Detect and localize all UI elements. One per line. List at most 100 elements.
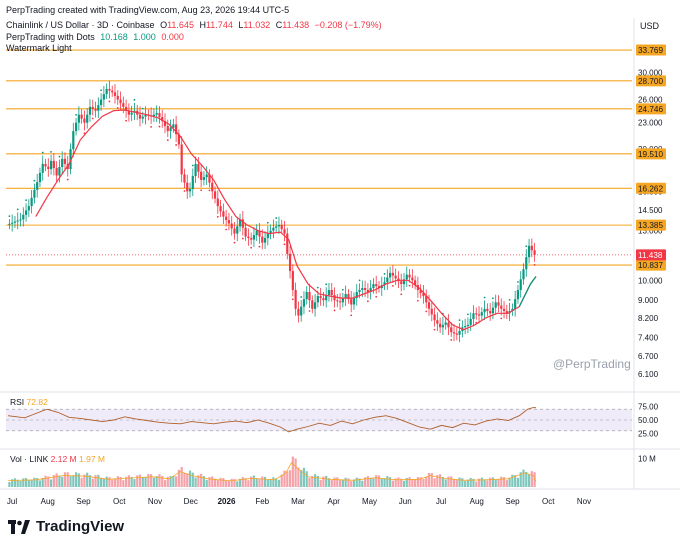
- candle-body: [177, 134, 181, 145]
- candle-body: [105, 88, 108, 95]
- candle-body: [327, 289, 331, 296]
- volume-value-1: 2.12 M: [50, 454, 77, 464]
- ohlc-low-label: L: [238, 20, 244, 30]
- volume-bar: [86, 472, 89, 487]
- candle-body: [455, 333, 458, 335]
- signal-dot: [266, 221, 269, 224]
- volume-bar: [152, 477, 155, 487]
- volume-bar: [233, 479, 236, 487]
- candle-body: [52, 160, 55, 169]
- volume-bar: [69, 476, 72, 487]
- level-label-box: [636, 182, 666, 194]
- indicator1-row[interactable]: PerpTrading with Dots 10.168 1.000 0.000: [6, 32, 187, 42]
- candle-body: [483, 308, 486, 313]
- candle-body: [439, 323, 442, 328]
- volume-bar: [255, 478, 258, 487]
- signal-dot: [341, 288, 344, 291]
- candle-body: [466, 324, 470, 327]
- candle-body: [30, 197, 33, 207]
- volume-bar: [130, 476, 133, 487]
- signal-dot: [150, 125, 153, 128]
- candle-body: [269, 230, 272, 234]
- candle-body: [69, 149, 72, 170]
- volume-legend[interactable]: Vol · LINK 2.12 M 1.97 M: [10, 454, 105, 464]
- volume-bar: [425, 476, 428, 487]
- candle-body: [311, 300, 314, 309]
- volume-bar: [108, 477, 111, 487]
- volume-bar: [341, 479, 344, 487]
- volume-bar: [13, 478, 17, 487]
- volume-bar: [361, 480, 364, 487]
- volume-bar: [122, 480, 125, 487]
- volume-bar: [241, 477, 244, 487]
- candle-body: [175, 124, 178, 135]
- candle-body: [411, 277, 414, 281]
- volume-bar: [272, 477, 275, 487]
- volume-bar: [286, 471, 289, 487]
- volume-bar: [97, 474, 100, 487]
- signal-dot: [108, 100, 111, 103]
- tradingview-logo-text: TradingView: [36, 518, 125, 535]
- candle-body: [186, 182, 189, 192]
- level-label-box: [636, 103, 666, 115]
- candle-body: [363, 288, 367, 290]
- created-by-text: PerpTrading created with TradingView.com…: [6, 5, 290, 15]
- volume-bar: [99, 477, 103, 487]
- volume-bar: [19, 480, 22, 487]
- volume-bar: [464, 481, 467, 487]
- volume-bar: [338, 479, 342, 487]
- candle-body: [44, 163, 47, 167]
- current-price-label: 11.438: [638, 251, 663, 260]
- price-tick-label: 6.100: [638, 370, 659, 379]
- candle-body: [111, 90, 114, 93]
- candle-body: [391, 272, 394, 276]
- signal-dot: [366, 300, 369, 303]
- indicator2-row[interactable]: Watermark Light: [6, 43, 75, 53]
- candle-body: [316, 296, 319, 303]
- tradingview-logo[interactable]: TradingView: [8, 518, 124, 535]
- volume-bar: [252, 475, 256, 487]
- volume-bar: [275, 478, 278, 487]
- signal-dot: [350, 314, 353, 317]
- volume-bar: [313, 474, 317, 487]
- candle-body: [113, 92, 117, 96]
- volume-bar: [347, 478, 350, 487]
- signal-dot: [66, 178, 69, 181]
- volume-bar: [230, 478, 233, 487]
- level-label-box: [636, 148, 666, 160]
- rsi-legend[interactable]: RSI 72.82: [10, 397, 48, 407]
- level-label-box: [636, 219, 666, 231]
- candle-body: [208, 174, 211, 183]
- candle-body: [383, 282, 386, 286]
- volume-bar: [150, 474, 153, 487]
- volume-bar: [138, 474, 142, 487]
- volume-bar: [66, 472, 69, 487]
- volume-bar: [63, 472, 67, 487]
- candle-body: [302, 299, 306, 307]
- candle-body: [27, 206, 30, 211]
- volume-bar: [327, 478, 331, 487]
- candle-body: [344, 294, 347, 299]
- candle-body: [191, 176, 194, 190]
- volume-bar: [91, 478, 94, 487]
- candle-body: [358, 289, 361, 293]
- symbol-name[interactable]: Chainlink / US Dollar · 3D · Coinbase: [6, 20, 155, 30]
- volume-bar: [194, 477, 197, 487]
- price-tick-label: 7.400: [638, 333, 659, 342]
- volume-bar: [475, 481, 478, 487]
- signal-dot: [225, 228, 228, 231]
- candle-body: [41, 163, 44, 173]
- volume-bar: [419, 477, 422, 487]
- candle-body: [522, 269, 525, 280]
- candle-body: [108, 88, 111, 91]
- candle-body: [130, 112, 133, 115]
- volume-bar: [169, 476, 172, 487]
- volume-bar: [244, 478, 247, 487]
- volume-bar: [261, 476, 264, 487]
- volume-bar: [436, 474, 439, 487]
- candle-body: [472, 313, 475, 320]
- candle-body: [202, 177, 206, 180]
- candle-body: [197, 163, 200, 172]
- volume-bar: [291, 456, 294, 487]
